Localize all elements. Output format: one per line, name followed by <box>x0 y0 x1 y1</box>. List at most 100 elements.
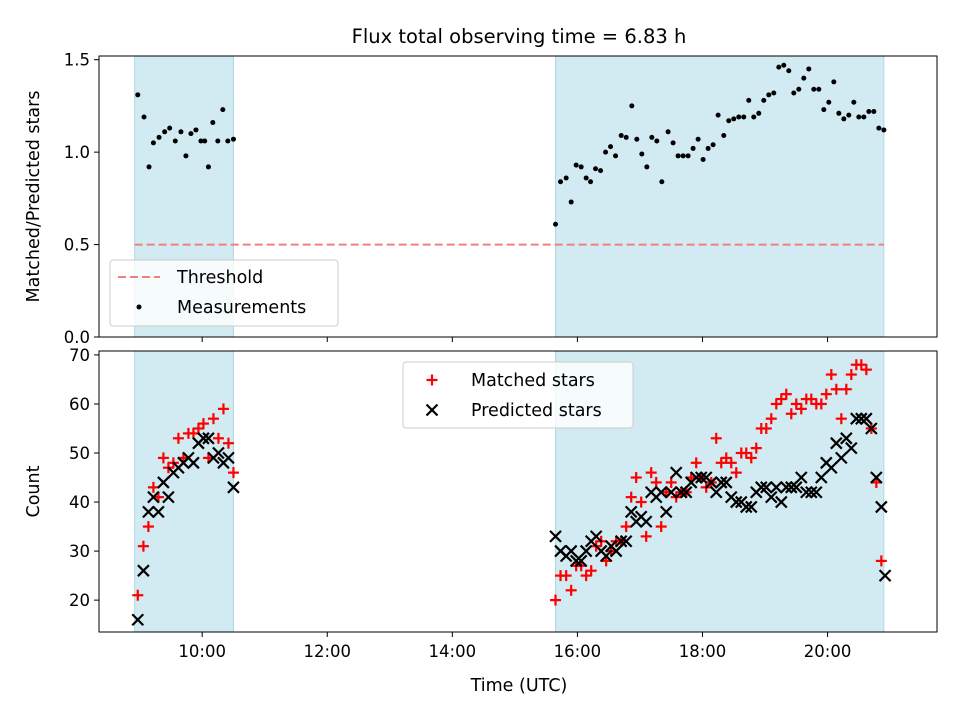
matched-stars-point <box>770 398 782 410</box>
predicted-stars-point <box>152 505 165 519</box>
matched-stars-point <box>550 594 562 606</box>
matched-stars-point <box>795 403 807 415</box>
matched-stars-point <box>655 521 667 533</box>
measurements-legend-swatch <box>136 304 142 310</box>
measurements-point <box>816 86 822 92</box>
matched-stars-point <box>212 432 224 444</box>
predicted-stars-point <box>202 432 215 445</box>
predicted-stars-point <box>744 500 758 514</box>
matched-stars-point <box>172 432 184 444</box>
matched-stars-point <box>750 442 762 454</box>
matched-stars-point <box>690 457 702 469</box>
measurements-point <box>791 90 797 96</box>
measurements-point <box>141 114 147 120</box>
x-tick-label: 20:00 <box>804 642 852 661</box>
bottom-y-tick-label: 40 <box>69 493 90 512</box>
matched-stars-point <box>745 452 757 464</box>
predicted-stars-point <box>739 500 753 514</box>
predicted-stars-point <box>659 505 673 519</box>
x-tick-label: 14:00 <box>429 642 477 661</box>
predicted-stars-point <box>729 495 743 509</box>
predicted-stars-point <box>609 544 623 558</box>
measurements-point <box>205 164 211 170</box>
top-panel-frame <box>98 55 938 338</box>
measurements-point <box>736 114 742 120</box>
measurements-point <box>690 145 696 151</box>
predicted-stars-point <box>800 485 813 499</box>
measurements-point <box>741 114 747 120</box>
measurements-point <box>846 112 852 118</box>
predicted-stars-point <box>222 451 235 465</box>
measurements-point <box>578 164 584 170</box>
x-tick-label: 10:00 <box>178 642 226 661</box>
matched-stars-point <box>830 383 842 395</box>
predicted-stars-point <box>825 461 838 474</box>
measurements-legend-label: Measurements <box>177 298 306 318</box>
predicted-stars-point <box>764 490 778 504</box>
measurements-point <box>665 129 671 135</box>
measurements-point <box>731 116 737 122</box>
predicted-stars-point <box>639 515 653 528</box>
predicted-stars-point <box>719 476 733 489</box>
bottom-panel-legend: Matched stars Predicted stars <box>402 361 634 429</box>
predicted-stars-point <box>137 564 150 577</box>
measurements-point <box>806 66 812 72</box>
measurements-point <box>871 108 877 114</box>
predicted-stars-point <box>780 481 793 494</box>
measurements-point <box>659 179 665 185</box>
measurements-point <box>776 64 782 70</box>
measurements-point <box>613 153 619 159</box>
top-panel: 0.0 0.5 1.0 1.5 Matched/Predicted stars Thr… <box>24 51 938 347</box>
measurements-point <box>172 138 178 144</box>
predicted-stars-point <box>845 441 858 455</box>
predicted-stars-point <box>704 476 718 489</box>
measurements-point <box>685 153 691 159</box>
measurements-point <box>876 125 882 131</box>
predicted-stars-point <box>860 412 873 425</box>
matched-stars-point <box>192 422 204 434</box>
matched-stars-point <box>715 457 727 469</box>
predicted-stars-point <box>709 485 723 499</box>
predicted-stars-point <box>689 471 703 484</box>
predicted-stars-point <box>574 554 588 568</box>
predicted-stars-point <box>770 481 783 494</box>
measurements-point <box>675 153 681 159</box>
measurements-point <box>573 162 579 168</box>
measurements-point <box>593 166 599 172</box>
measurements-point <box>841 116 847 122</box>
matched-stars-point <box>775 393 787 405</box>
measurements-point <box>634 136 640 142</box>
measurements-point <box>715 112 721 118</box>
matched-stars-point <box>645 467 657 479</box>
predicted-stars-point <box>805 485 818 499</box>
bottom-panel-marks <box>131 359 892 627</box>
measurements-point <box>821 107 827 113</box>
predicted-stars-point <box>855 412 868 425</box>
bottom-y-tick-label: 30 <box>69 542 90 561</box>
predicted-stars-point <box>599 549 613 563</box>
matched-stars-point <box>820 388 832 400</box>
top-legend-frame <box>109 259 339 327</box>
predicted-stars-point <box>754 481 768 494</box>
measurements-point <box>796 86 802 92</box>
matched-stars-point <box>630 472 642 484</box>
measurements-point <box>188 131 194 137</box>
predicted-stars-point <box>714 476 728 489</box>
matched-stars-point <box>197 418 209 430</box>
matched-stars-point <box>565 584 577 596</box>
measurements-point <box>866 108 872 114</box>
top-panel-axes: 0.0 0.5 1.0 1.5 <box>64 51 829 347</box>
measurements-point <box>225 138 231 144</box>
matched-stars-point <box>785 408 797 420</box>
top-shaded-interval-1 <box>555 55 885 338</box>
measurements-point <box>603 149 609 155</box>
matched-stars-point <box>560 570 572 582</box>
matched-stars-point <box>765 413 777 425</box>
measurements-point <box>881 127 887 133</box>
chart-title: Flux total observing time = 6.83 h <box>352 25 687 48</box>
matched-stars-point <box>207 413 219 425</box>
predicted-stars-point <box>785 481 798 494</box>
top-panel-y-axis-label: Matched/Predicted stars <box>24 91 44 303</box>
measurements-point <box>756 110 762 116</box>
